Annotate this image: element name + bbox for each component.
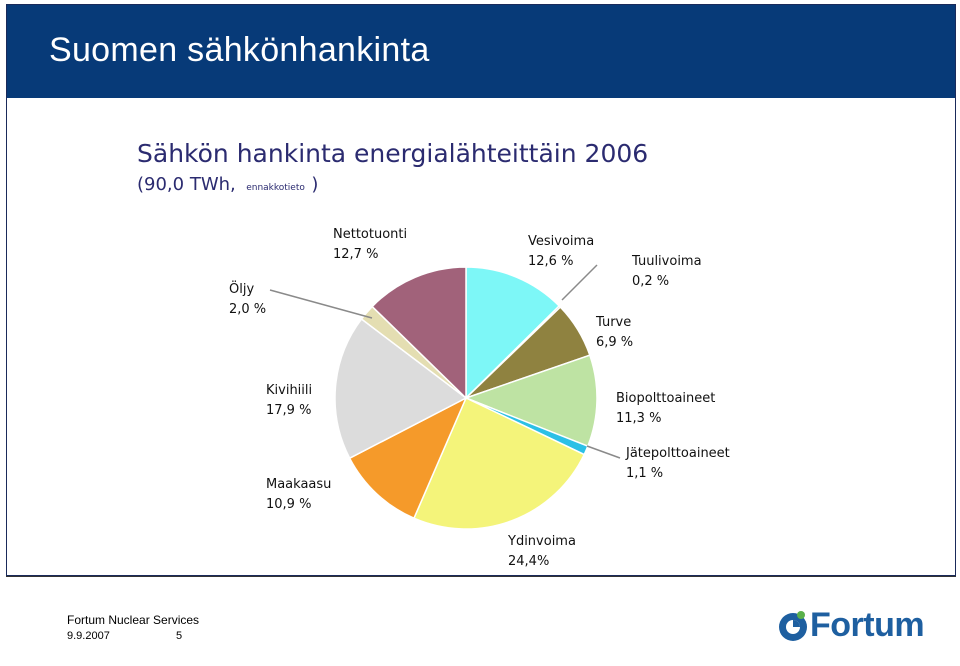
pie-slice-biopolttoaineet bbox=[463, 354, 598, 448]
chart-subtitle: (90,0 TWh, ennakkotieto ) bbox=[137, 174, 318, 195]
leader-line-vesivoima bbox=[561, 264, 598, 301]
chart-title: Sähkön hankinta energialähteittäin 2006 bbox=[137, 139, 648, 168]
slice-label-nettotuonti: Nettotuonti 12,7 % bbox=[333, 227, 407, 262]
slice-value: 12,6 % bbox=[528, 254, 573, 269]
pie-slices bbox=[334, 266, 598, 530]
chart-subtitle-close: ) bbox=[311, 174, 318, 195]
footer-page-number: 5 bbox=[176, 630, 183, 642]
slice-value: 24,4% bbox=[508, 554, 549, 569]
slice-name: Öljy bbox=[229, 280, 254, 297]
fortum-logo-text: Fortum bbox=[810, 606, 925, 644]
pie-slice-kivihiili bbox=[334, 317, 468, 460]
slice-name: Turve bbox=[595, 315, 631, 330]
slice-labels: Vesivoima 12,6 % Tuulivoima 0,2 % Turve 6,9 %… bbox=[229, 227, 730, 569]
slice-label-biopolttoaineet: Biopolttoaineet 11,3 % bbox=[616, 391, 715, 426]
slice-value: 12,7 % bbox=[333, 247, 378, 262]
slice-value: 11,3 % bbox=[616, 411, 661, 426]
slide-header: Suomen sähkönhankinta bbox=[7, 5, 955, 98]
slice-value: 10,9 % bbox=[266, 497, 311, 512]
slide-title: Suomen sähkönhankinta bbox=[49, 31, 430, 69]
chart-subtitle-main: (90,0 TWh, bbox=[137, 174, 236, 195]
fortum-logo: Fortum bbox=[776, 606, 936, 646]
footer-divider bbox=[6, 576, 956, 577]
slice-value: 2,0 % bbox=[229, 302, 266, 317]
slice-label-maakaasu: Maakaasu 10,9 % bbox=[266, 477, 331, 512]
slice-value: 1,1 % bbox=[626, 466, 663, 481]
slice-value: 0,2 % bbox=[632, 274, 669, 289]
leader-line-jätepolttoaineet bbox=[586, 445, 621, 459]
slice-label-tuulivoima: Tuulivoima 0,2 % bbox=[631, 254, 702, 289]
slice-name: Jätepolttoaineet bbox=[625, 446, 730, 461]
slice-name: Vesivoima bbox=[528, 234, 594, 249]
slice-label-öljy: Öljy 2,0 % bbox=[229, 280, 266, 317]
footer-date: 9.9.2007 bbox=[67, 630, 110, 642]
pie-slice-ydinvoima bbox=[412, 396, 586, 530]
slice-label-ydinvoima: Ydinvoima 24,4% bbox=[507, 534, 576, 569]
slice-label-jätepolttoaineet: Jätepolttoaineet 1,1 % bbox=[625, 446, 730, 481]
pie-slice-maakaasu bbox=[348, 396, 468, 520]
chart-subtitle-note: ennakkotieto bbox=[246, 183, 305, 193]
slice-name: Nettotuonti bbox=[333, 227, 407, 242]
slice-name: Ydinvoima bbox=[507, 534, 576, 549]
slice-label-kivihiili: Kivihiili 17,9 % bbox=[266, 383, 312, 418]
slice-name: Biopolttoaineet bbox=[616, 391, 715, 406]
leader-line-öljy bbox=[269, 289, 373, 319]
pie-slice-nettotuonti bbox=[371, 266, 467, 400]
slice-name: Tuulivoima bbox=[631, 254, 702, 269]
slice-name: Kivihiili bbox=[266, 383, 312, 398]
slice-label-vesivoima: Vesivoima 12,6 % bbox=[528, 234, 594, 269]
slice-value: 17,9 % bbox=[266, 403, 311, 418]
pie-slice-vesivoima bbox=[465, 266, 561, 400]
fortum-logo-icon bbox=[779, 611, 807, 641]
footer-company: Fortum Nuclear Services bbox=[67, 613, 200, 627]
slice-name: Maakaasu bbox=[266, 477, 331, 492]
slice-value: 6,9 % bbox=[596, 335, 633, 350]
leader-lines bbox=[269, 264, 621, 459]
slice-label-turve: Turve 6,9 % bbox=[595, 315, 633, 350]
